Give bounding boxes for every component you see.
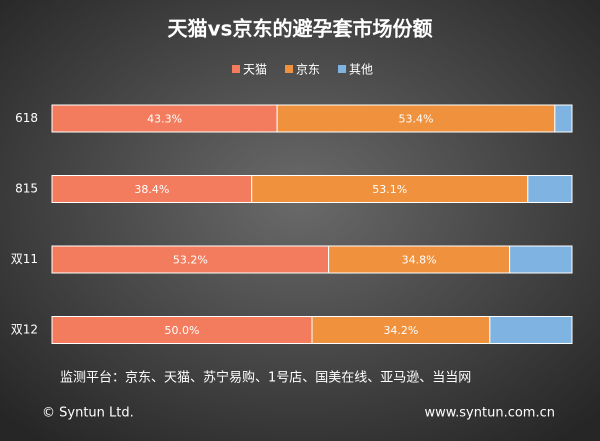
y-tick-label: 815 [15,182,38,196]
data-label: 53.1% [372,183,407,196]
source-note: 监测平台：京东、天猫、苏宁易购、1号店、国美在线、亚马逊、当当网 [60,370,471,386]
data-label: 38.4% [134,183,169,196]
y-tick-label: 双11 [11,252,38,266]
bar-segment [51,175,253,203]
legend: 天猫 京东 其他 [232,63,373,77]
bar-segment [311,316,491,344]
legend-swatch [338,65,347,73]
data-label: 34.8% [402,254,437,267]
data-label: 53.2% [173,254,208,267]
legend-swatch [285,65,294,73]
bar-segment [554,104,573,133]
data-label: 43.3% [147,113,182,126]
credit: © Syntun Ltd. [42,406,134,421]
bar-segment [276,104,556,133]
bar-segment [51,104,278,133]
credit: www.syntun.com.cn [424,406,555,421]
bar-segment [51,245,330,274]
data-label: 53.4% [399,113,434,126]
bar-segment [251,175,529,203]
legend-swatch [232,65,240,73]
chart-title: 天猫vs京东的避孕套市场份额 [168,17,433,41]
data-label: 50.0% [165,324,200,337]
y-tick-label: 双12 [11,323,38,337]
bar-segment [509,245,573,274]
bar-segment [489,316,573,344]
data-label: 34.2% [383,324,418,337]
legend-label: 其他 [349,63,373,77]
legend-label: 天猫 [243,63,267,77]
legend-label: 京东 [296,63,320,77]
bar-segment [328,245,511,274]
y-tick-label: 618 [15,111,38,125]
bar-segment [527,175,573,203]
